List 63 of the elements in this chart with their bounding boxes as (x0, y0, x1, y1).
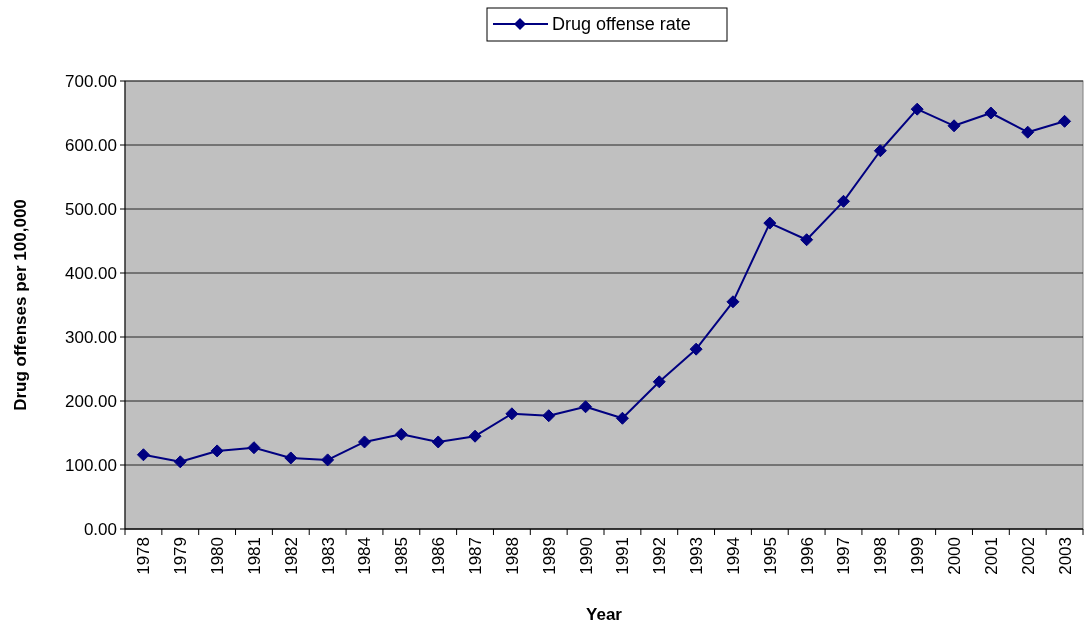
x-tick-label: 1978 (134, 537, 154, 575)
x-tick-label: 1981 (244, 537, 264, 575)
x-tick-label: 1980 (208, 537, 228, 575)
point (800, 233, 814, 247)
x-tick-label: 1985 (392, 537, 412, 575)
x-tick-label: 1994 (723, 537, 743, 575)
y-tick-label: 400.00 (65, 263, 117, 283)
point (1058, 114, 1072, 128)
x-tick-label: 1988 (502, 537, 522, 575)
x-tick-label: 1983 (318, 537, 338, 575)
x-tick-label: 1979 (171, 537, 191, 575)
point (358, 435, 371, 449)
point (726, 295, 740, 309)
x-tick-label: 2002 (1018, 537, 1038, 575)
x-tick-label: 1991 (613, 537, 633, 575)
point (689, 342, 703, 356)
point (947, 119, 961, 133)
y-tick-label: 600.00 (65, 135, 117, 155)
legend-label: Drug offense rate (552, 14, 691, 35)
point (321, 453, 335, 467)
x-tick-label: 2001 (981, 537, 1001, 575)
x-tick-label: 1989 (539, 537, 559, 575)
point (652, 375, 666, 389)
point (763, 216, 777, 230)
x-tick-label: 1993 (687, 537, 707, 575)
point (136, 448, 150, 462)
point (984, 106, 998, 120)
point (873, 144, 887, 158)
x-tick-label: 1995 (760, 537, 780, 575)
x-axis-title: Year (586, 605, 623, 624)
point (284, 451, 298, 465)
x-tick-label: 1996 (797, 537, 817, 575)
x-tick-label: 1984 (355, 537, 375, 575)
point (542, 409, 556, 423)
x-tick-label: 1992 (650, 537, 670, 575)
point (431, 435, 445, 449)
y-tick-label: 700.00 (65, 71, 117, 91)
x-tick-label: 1982 (281, 537, 301, 575)
point (1021, 125, 1035, 139)
point (394, 427, 408, 441)
y-tick-label: 100.00 (65, 455, 117, 475)
y-tick-label: 500.00 (65, 199, 117, 219)
point (247, 441, 261, 455)
x-tick-label: 1987 (465, 537, 485, 575)
y-axis-title: Drug offenses per 100,000 (11, 199, 30, 411)
point (210, 444, 224, 458)
x-tick-label: 1999 (908, 537, 928, 575)
x-tick-label: 1997 (834, 537, 854, 575)
y-tick-label: 0.00 (83, 519, 117, 539)
point (910, 102, 924, 116)
y-tick-label: 300.00 (65, 327, 117, 347)
x-tick-label: 1986 (429, 537, 449, 575)
point (837, 194, 850, 208)
point (468, 429, 482, 443)
x-tick-label: 1998 (871, 537, 891, 575)
y-tick-label: 200.00 (65, 391, 117, 411)
point (173, 455, 187, 469)
x-tick-label: 1990 (576, 537, 596, 575)
x-tick-label: 2003 (1055, 537, 1075, 575)
point (615, 411, 629, 425)
point (505, 407, 519, 421)
point (579, 400, 593, 414)
x-tick-label: 2000 (944, 537, 964, 575)
